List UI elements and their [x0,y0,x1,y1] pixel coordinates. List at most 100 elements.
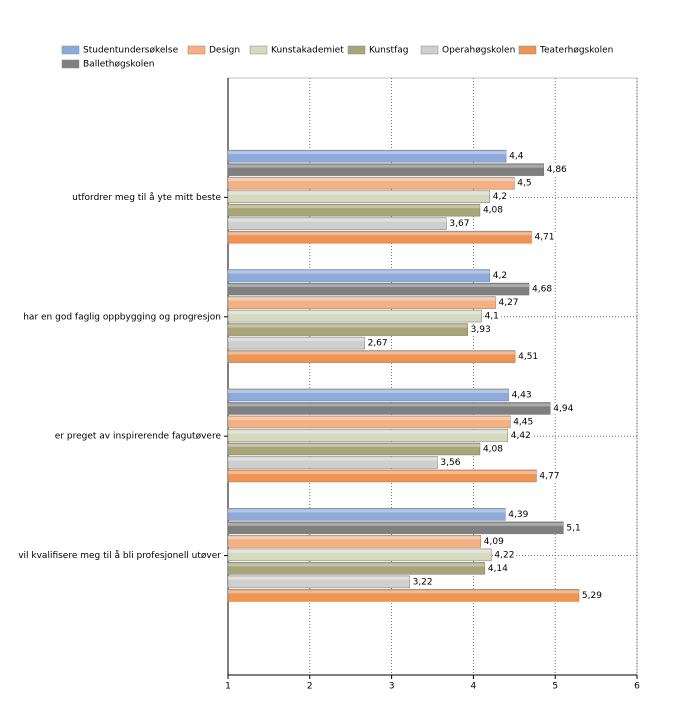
value-label-bg [493,550,516,561]
bar [227,336,365,350]
legend-label: Kunstfag [369,46,408,56]
legend-swatch [518,45,537,55]
value-label: 4,08 [483,444,503,454]
bar-shine [228,232,532,236]
bar-shine [228,270,490,274]
legend-swatch [249,45,268,55]
value-label: 4,2 [493,192,507,202]
value-label: 4,27 [498,298,518,308]
bar-shine [228,416,511,420]
bar [227,548,492,562]
value-label-bg [510,390,533,401]
bar [227,589,580,602]
bar-shine [228,324,468,328]
y-tick-label: har en god faglig oppbygging og progresj… [23,312,221,322]
bar-shine [228,549,492,553]
bar [227,521,564,535]
value-label-bg [565,523,582,534]
bar-shine [228,430,508,434]
value-label-bg [481,444,505,455]
bar [227,149,507,163]
bar [227,562,486,575]
value-label-bg [507,509,530,520]
bar-shine [228,509,506,513]
bar-shine [228,457,438,461]
value-label: 4,45 [513,417,533,427]
bar-shine [228,311,482,315]
bar-shine [228,284,530,288]
value-label: 4,4 [509,152,524,162]
bar [227,190,491,203]
value-label-bg [516,178,533,189]
value-label: 3,56 [440,458,460,468]
bar [227,456,438,469]
bar [227,269,491,282]
bar [227,508,506,521]
bar-shine [228,338,365,342]
value-label-bg [481,205,505,216]
value-label: 4,39 [508,510,528,520]
value-label-bg [512,417,535,428]
legend-swatch [420,45,439,55]
value-label: 3,22 [413,577,433,587]
bar-shine [228,164,544,168]
bar [227,469,537,483]
value-label-bg [448,219,471,230]
value-label: 5,1 [566,523,580,533]
y-tick-label: utfordrer meg til å yte mitt beste [72,192,221,203]
value-label-bg [538,471,561,482]
bar [227,535,482,548]
value-label: 4,2 [493,271,507,281]
bar-shine [228,522,564,526]
bar [227,309,482,323]
bar [227,442,481,456]
value-label: 4,5 [517,179,531,189]
value-label: 2,67 [368,339,388,349]
bar-shine [228,178,515,182]
bar-shine [228,536,481,540]
value-label: 4,09 [484,537,504,547]
value-label: 4,68 [532,285,552,295]
legend-label: Design [209,46,240,56]
y-tick-label: er preget av inspirerende fagutøvere [55,432,222,442]
value-label-bg [531,284,554,295]
bar-shine [228,470,537,474]
bar [227,296,496,309]
value-label-bg [517,352,540,363]
value-label: 3,67 [449,219,469,229]
value-label: 3,93 [471,325,491,335]
value-label-bg [486,563,510,574]
bar-shine [228,205,480,209]
legend-swatch [187,45,206,55]
value-label: 4,86 [547,165,567,175]
value-label-bg [545,165,569,176]
bar [227,163,544,176]
value-label-bg [366,338,389,349]
legend-label: Kunstakademiet [271,46,344,56]
value-label-bg [509,430,532,441]
value-label: 5,29 [582,591,602,601]
value-label-bg [552,403,575,414]
value-label-bg [497,298,520,309]
bar-shine [228,576,410,580]
bar [227,230,532,244]
legend-swatch [61,45,80,55]
legend-swatch [347,45,366,55]
bar [227,415,511,429]
value-label: 4,42 [511,431,531,441]
x-tick-label: 3 [389,682,395,692]
value-label-bg [411,577,434,588]
value-label-bg [482,536,506,547]
legend-label: Studentundersøkelse [83,46,179,56]
bar-shine [228,218,447,222]
bar [227,217,447,230]
bar [227,402,551,415]
bar-shine [228,443,480,447]
bar [227,388,509,402]
y-tick-label: vil kvalifisere meg til å bli profesjone… [18,550,221,561]
legend-swatch [61,59,80,69]
value-label-bg [483,311,500,322]
value-label-bg [508,151,525,162]
value-label: 4,71 [534,233,554,243]
value-label: 4,94 [553,404,573,414]
